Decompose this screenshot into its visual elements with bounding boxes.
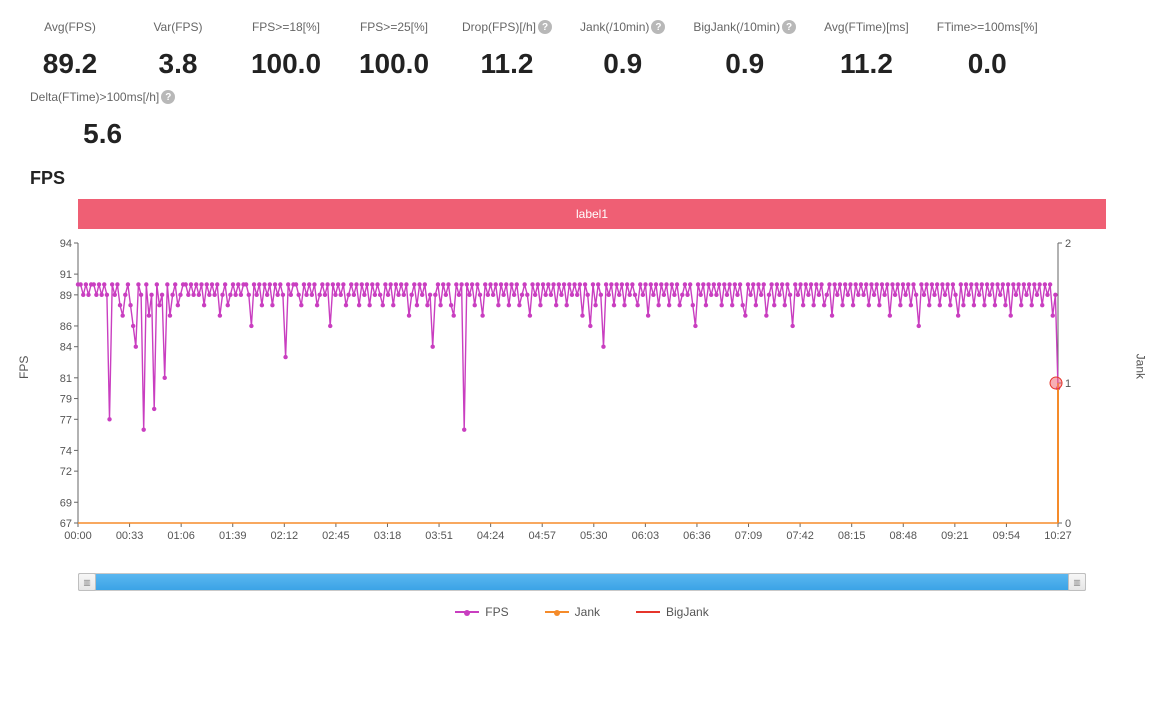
svg-text:09:54: 09:54 (993, 530, 1021, 542)
legend-item[interactable]: Jank (545, 605, 600, 619)
chart-svg[interactable]: 67 69 72 74 77 79 81 84 86 89 91 94 0 1 2 00:00 00:33 01:… (30, 237, 1090, 547)
metric-card: Jank(/10min)? 0.9 (580, 20, 665, 80)
svg-text:03:51: 03:51 (425, 530, 453, 542)
svg-text:72: 72 (60, 466, 72, 478)
metric-value: 100.0 (251, 48, 321, 80)
chart-label-bar: label1 (78, 199, 1106, 229)
metric-value: 0.9 (603, 48, 642, 80)
svg-text:04:24: 04:24 (477, 530, 505, 542)
metric-value: 5.6 (83, 118, 122, 150)
legend-swatch (545, 611, 569, 613)
y-axis-right-label: Jank (1133, 354, 1147, 379)
svg-text:79: 79 (60, 394, 72, 406)
svg-text:94: 94 (60, 238, 72, 250)
svg-text:77: 77 (60, 414, 72, 426)
svg-text:00:33: 00:33 (116, 530, 144, 542)
metric-label: BigJank(/10min)? (693, 20, 796, 34)
svg-text:81: 81 (60, 373, 72, 385)
svg-text:69: 69 (60, 497, 72, 509)
metric-card: FTime>=100ms[%] 0.0 (937, 20, 1038, 80)
help-icon[interactable]: ? (782, 20, 796, 34)
svg-text:91: 91 (60, 269, 72, 281)
chart-legend: FPS Jank BigJank (30, 605, 1134, 619)
svg-text:10:27: 10:27 (1044, 530, 1072, 542)
metric-label: Jank(/10min)? (580, 20, 665, 34)
metric-value: 0.9 (725, 48, 764, 80)
legend-swatch (455, 611, 479, 613)
svg-text:01:06: 01:06 (167, 530, 195, 542)
metric-label: FPS>=18[%] (252, 20, 320, 34)
svg-text:04:57: 04:57 (528, 530, 556, 542)
metric-value: 89.2 (43, 48, 98, 80)
svg-text:1: 1 (1065, 378, 1071, 390)
svg-text:02:45: 02:45 (322, 530, 350, 542)
svg-text:00:00: 00:00 (64, 530, 92, 542)
svg-text:06:36: 06:36 (683, 530, 711, 542)
metric-label: FPS>=25[%] (360, 20, 428, 34)
svg-text:03:18: 03:18 (374, 530, 402, 542)
svg-text:2: 2 (1065, 238, 1071, 250)
legend-label: FPS (485, 605, 508, 619)
metric-card: BigJank(/10min)? 0.9 (693, 20, 796, 80)
metric-label: Avg(FPS) (44, 20, 96, 34)
metric-value: 11.2 (481, 48, 534, 80)
svg-text:84: 84 (60, 342, 72, 354)
svg-text:08:15: 08:15 (838, 530, 866, 542)
svg-text:74: 74 (60, 445, 72, 457)
metric-value: 0.0 (968, 48, 1007, 80)
svg-text:0: 0 (1065, 518, 1071, 530)
svg-text:86: 86 (60, 321, 72, 333)
metric-card: Drop(FPS)[/h]? 11.2 (462, 20, 552, 80)
svg-text:02:12: 02:12 (271, 530, 299, 542)
svg-text:06:03: 06:03 (632, 530, 660, 542)
chart-range-scrollbar[interactable]: ▥ ▥ (78, 573, 1086, 591)
fps-chart: FPS Jank 67697274777981848689919401200:0… (30, 237, 1134, 567)
range-handle-right[interactable]: ▥ (1068, 573, 1086, 591)
legend-label: BigJank (666, 605, 709, 619)
metric-label: Var(FPS) (153, 20, 202, 34)
metric-card: Avg(FPS) 89.2 (30, 20, 110, 80)
metric-label: FTime>=100ms[%] (937, 20, 1038, 34)
metric-label: Delta(FTime)>100ms[/h]? (30, 90, 175, 104)
metrics-grid: Avg(FPS)89.2Var(FPS)3.8FPS>=18[%]100.0FP… (30, 20, 1134, 150)
svg-text:05:30: 05:30 (580, 530, 608, 542)
metric-value: 100.0 (359, 48, 429, 80)
svg-text:67: 67 (60, 518, 72, 530)
metric-card: FPS>=18[%] 100.0 (246, 20, 326, 80)
legend-swatch (636, 611, 660, 613)
svg-text:08:48: 08:48 (889, 530, 917, 542)
metric-value: 11.2 (840, 48, 893, 80)
legend-label: Jank (575, 605, 600, 619)
metric-card: Delta(FTime)>100ms[/h]? 5.6 (30, 90, 175, 150)
metric-label: Drop(FPS)[/h]? (462, 20, 552, 34)
metric-card: FPS>=25[%] 100.0 (354, 20, 434, 80)
y-axis-left-label: FPS (17, 356, 31, 379)
chart-title: FPS (30, 168, 1134, 189)
svg-text:07:09: 07:09 (735, 530, 763, 542)
svg-text:07:42: 07:42 (786, 530, 814, 542)
metric-card: Avg(FTime)[ms] 11.2 (824, 20, 909, 80)
svg-text:89: 89 (60, 290, 72, 302)
help-icon[interactable]: ? (651, 20, 665, 34)
svg-text:09:21: 09:21 (941, 530, 969, 542)
metric-label: Avg(FTime)[ms] (824, 20, 909, 34)
metric-value: 3.8 (159, 48, 198, 80)
metric-card: Var(FPS) 3.8 (138, 20, 218, 80)
help-icon[interactable]: ? (538, 20, 552, 34)
legend-item[interactable]: BigJank (636, 605, 709, 619)
range-handle-left[interactable]: ▥ (78, 573, 96, 591)
help-icon[interactable]: ? (161, 90, 175, 104)
svg-text:01:39: 01:39 (219, 530, 247, 542)
legend-item[interactable]: FPS (455, 605, 508, 619)
